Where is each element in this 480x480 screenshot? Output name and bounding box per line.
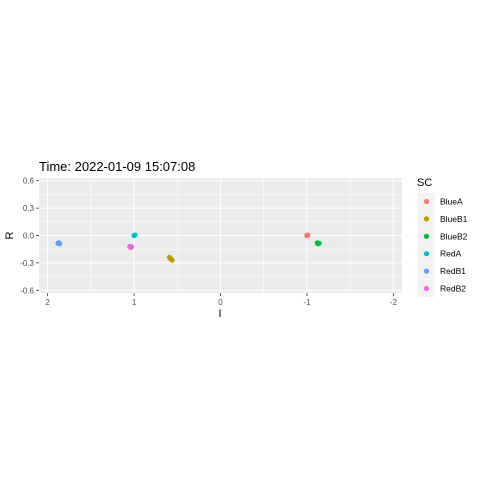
points (55, 232, 322, 263)
y-tick-label: -0.6 (20, 286, 34, 295)
x-tick-label: -1 (303, 298, 311, 307)
series-blueb2 (314, 240, 322, 247)
series-blueb1 (166, 254, 175, 263)
y-axis-title: R (4, 231, 16, 239)
x-tick-label: 2 (45, 298, 50, 307)
x-tick-label: -2 (390, 298, 398, 307)
data-point (128, 244, 135, 250)
data-point (316, 240, 322, 246)
y-tick-label: 0.6 (23, 177, 35, 186)
legend-marker (423, 216, 430, 222)
series-redb2 (127, 243, 135, 250)
legend-label: RedB2 (440, 284, 466, 294)
legend-label: BlueB2 (440, 231, 468, 241)
legend-marker (423, 285, 430, 292)
legend-label: RedB1 (440, 266, 466, 276)
y-tick-label: 0.0 (23, 232, 35, 241)
legend-label: BlueB1 (440, 214, 468, 224)
x-axis-title: I (218, 308, 221, 320)
legend-label: RedA (440, 249, 462, 259)
legend-title: SC (417, 177, 432, 189)
data-point (55, 240, 61, 246)
ticks: 2 1 0 -1 -2 0.6 0.3 0.0 -0.3 -0.6 (20, 177, 397, 307)
legend: SC BlueA BlueB1 BlueB2 RedA RedB1 RedB2 (417, 177, 468, 297)
series-redb1 (55, 240, 63, 247)
legend-marker (423, 233, 430, 239)
legend-label: BlueA (440, 197, 463, 207)
data-point (305, 232, 311, 238)
series-bluea (304, 232, 311, 239)
x-tick-label: 1 (132, 298, 137, 307)
y-tick-label: 0.3 (23, 204, 35, 213)
y-tick-label: -0.3 (20, 259, 34, 268)
data-point (132, 232, 138, 238)
legend-marker (423, 268, 430, 274)
chart-title: Time: 2022-01-09 15:07:08 (39, 159, 195, 174)
legend-marker (423, 251, 430, 257)
data-point (169, 257, 175, 263)
series-reda (131, 232, 138, 239)
legend-marker (423, 198, 430, 205)
x-tick-label: 0 (218, 298, 223, 307)
